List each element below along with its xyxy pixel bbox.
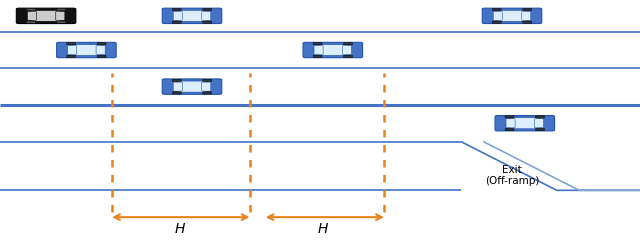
FancyBboxPatch shape [173,82,182,91]
FancyBboxPatch shape [56,11,65,20]
Text: Exit
(Off-ramp): Exit (Off-ramp) [485,165,539,186]
FancyBboxPatch shape [67,43,76,45]
FancyBboxPatch shape [203,92,212,94]
FancyBboxPatch shape [523,21,532,23]
FancyBboxPatch shape [536,128,545,131]
FancyBboxPatch shape [303,42,362,58]
FancyBboxPatch shape [173,11,182,20]
FancyBboxPatch shape [178,81,206,92]
FancyBboxPatch shape [492,21,501,23]
FancyBboxPatch shape [498,10,526,21]
FancyBboxPatch shape [493,11,502,20]
FancyBboxPatch shape [202,11,211,20]
FancyBboxPatch shape [57,9,66,11]
FancyBboxPatch shape [313,55,322,57]
FancyBboxPatch shape [202,82,211,91]
FancyBboxPatch shape [342,45,351,55]
FancyBboxPatch shape [492,9,501,11]
FancyBboxPatch shape [16,8,76,23]
FancyBboxPatch shape [314,45,323,55]
FancyBboxPatch shape [97,43,106,45]
FancyBboxPatch shape [534,119,543,128]
FancyBboxPatch shape [172,92,181,94]
FancyBboxPatch shape [536,116,545,118]
FancyBboxPatch shape [203,9,212,11]
FancyBboxPatch shape [506,119,515,128]
FancyBboxPatch shape [172,79,181,81]
FancyBboxPatch shape [172,21,181,23]
FancyBboxPatch shape [163,79,222,94]
Text: $H$: $H$ [317,222,329,236]
FancyBboxPatch shape [57,21,66,23]
FancyBboxPatch shape [68,45,77,55]
FancyBboxPatch shape [96,45,105,55]
Text: $H$: $H$ [175,222,186,236]
FancyBboxPatch shape [495,116,554,131]
FancyBboxPatch shape [32,10,60,21]
FancyBboxPatch shape [523,9,532,11]
FancyBboxPatch shape [26,21,35,23]
FancyBboxPatch shape [505,116,514,118]
FancyBboxPatch shape [28,11,36,20]
FancyBboxPatch shape [522,11,531,20]
FancyBboxPatch shape [511,118,539,129]
FancyBboxPatch shape [344,55,353,57]
FancyBboxPatch shape [57,42,116,58]
FancyBboxPatch shape [72,44,100,56]
FancyBboxPatch shape [67,55,76,57]
FancyBboxPatch shape [505,128,514,131]
FancyBboxPatch shape [178,10,206,21]
FancyBboxPatch shape [26,9,35,11]
FancyBboxPatch shape [203,79,212,81]
FancyBboxPatch shape [313,43,322,45]
FancyBboxPatch shape [97,55,106,57]
FancyBboxPatch shape [483,8,541,23]
FancyBboxPatch shape [163,8,222,23]
FancyBboxPatch shape [319,44,347,56]
FancyBboxPatch shape [344,43,353,45]
FancyBboxPatch shape [203,21,212,23]
FancyBboxPatch shape [172,9,181,11]
